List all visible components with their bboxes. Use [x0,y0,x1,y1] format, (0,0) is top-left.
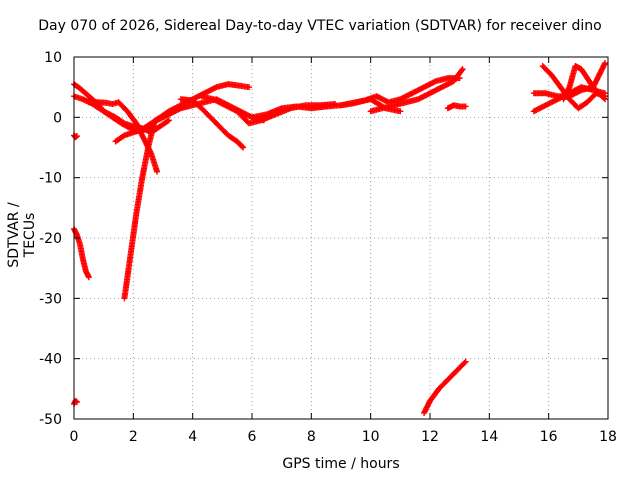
x-tick-label: 10 [362,429,380,445]
data-point [239,143,246,150]
data-points [71,60,609,416]
data-point [151,120,158,127]
data-point [461,359,468,366]
y-tick-label: 10 [44,50,62,66]
grid [74,57,608,419]
data-point [459,66,466,73]
y-tick-label: -50 [39,412,62,428]
x-tick-label: 8 [307,429,316,445]
x-axis-label: GPS time / hours [282,456,400,472]
y-tick-label: -10 [39,171,62,187]
data-point [458,67,465,74]
data-point [154,168,161,175]
data-point [462,103,469,110]
x-tick-label: 14 [480,429,498,445]
chart-title: Day 070 of 2026, Sidereal Day-to-day VTE… [38,18,602,34]
data-point [85,274,92,281]
data-point [602,93,609,100]
data-point [397,108,404,115]
y-tick-label: -40 [39,352,62,368]
data-point [246,84,253,91]
x-tick-label: 12 [421,429,439,445]
data-point [165,117,172,124]
data-point [240,144,247,151]
y-tick-label: 0 [53,110,62,126]
x-tick-label: 16 [540,429,558,445]
x-tick-label: 0 [70,429,79,445]
axes: 0 2 4 6 8 10 12 14 16 18 -50 -40 -30 -20 -10 0 10 [39,50,617,445]
x-tick-label: 18 [599,429,617,445]
data-point [462,358,469,365]
x-tick-label: 6 [248,429,257,445]
y-tick-label: -20 [39,231,62,247]
data-point [73,399,80,406]
x-tick-label: 4 [188,429,197,445]
data-point [602,60,609,67]
data-point [73,133,80,140]
x-tick-label: 2 [129,429,138,445]
y-tick-label: -30 [39,291,62,307]
y-axis-label: SDTVAR / TECUs [6,202,38,268]
data-point [164,118,171,125]
